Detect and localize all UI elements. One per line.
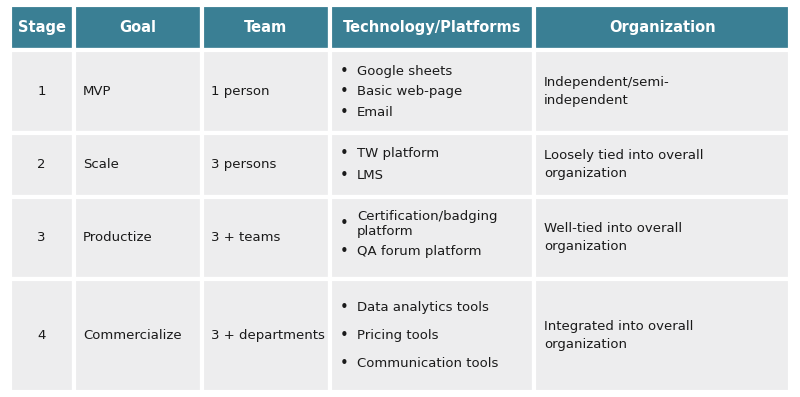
Bar	[74, 50, 202, 133]
Text: 1: 1	[38, 85, 46, 98]
Text: •: •	[339, 328, 348, 343]
Text: Scale: Scale	[83, 158, 119, 171]
Text: 1 person: 1 person	[211, 85, 270, 98]
Bar	[202, 133, 330, 197]
Bar	[10, 279, 74, 392]
Text: •: •	[339, 146, 348, 162]
Text: Goal: Goal	[119, 20, 156, 35]
Text: Communication tools: Communication tools	[357, 357, 498, 370]
Text: Certification/badging
platform: Certification/badging platform	[357, 210, 498, 238]
Text: TW platform: TW platform	[357, 147, 439, 160]
Text: 3 + teams: 3 + teams	[211, 231, 281, 244]
Text: Data analytics tools: Data analytics tools	[357, 301, 489, 314]
Text: Pricing tools: Pricing tools	[357, 329, 438, 342]
Bar	[534, 197, 790, 279]
Text: 3 persons: 3 persons	[211, 158, 277, 171]
Text: •: •	[339, 64, 348, 79]
Bar	[330, 50, 534, 133]
Text: Technology/Platforms: Technology/Platforms	[342, 20, 522, 35]
Bar	[74, 5, 202, 50]
Text: Integrated into overall
organization: Integrated into overall organization	[544, 320, 694, 351]
Text: •: •	[339, 300, 348, 314]
Bar	[202, 50, 330, 133]
Bar	[10, 50, 74, 133]
Text: LMS: LMS	[357, 169, 384, 182]
Bar	[330, 133, 534, 197]
Bar	[534, 133, 790, 197]
Bar	[202, 279, 330, 392]
Text: QA forum platform: QA forum platform	[357, 245, 482, 258]
Text: Organization: Organization	[609, 20, 716, 35]
Text: •: •	[339, 84, 348, 99]
Text: Basic web-page: Basic web-page	[357, 85, 462, 98]
Bar	[534, 5, 790, 50]
Text: Commercialize: Commercialize	[83, 329, 182, 342]
Bar	[330, 279, 534, 392]
Text: •: •	[339, 244, 348, 259]
Text: Stage: Stage	[18, 20, 66, 35]
Text: •: •	[339, 357, 348, 371]
Bar	[74, 133, 202, 197]
Bar	[10, 197, 74, 279]
Text: Productize: Productize	[83, 231, 153, 244]
Text: •: •	[339, 168, 348, 183]
Text: Email: Email	[357, 106, 394, 119]
Text: 4: 4	[38, 329, 46, 342]
Bar	[74, 197, 202, 279]
Text: Loosely tied into overall
organization: Loosely tied into overall organization	[544, 149, 703, 180]
Bar	[534, 279, 790, 392]
Text: Independent/semi-
independent: Independent/semi- independent	[544, 76, 670, 107]
Text: 2: 2	[38, 158, 46, 171]
Text: •: •	[339, 104, 348, 119]
Text: Team: Team	[244, 20, 287, 35]
Text: Well-tied into overall
organization: Well-tied into overall organization	[544, 222, 682, 253]
Text: 3 + departments: 3 + departments	[211, 329, 325, 342]
Text: 3: 3	[38, 231, 46, 244]
Text: MVP: MVP	[83, 85, 112, 98]
Bar	[330, 197, 534, 279]
Text: •: •	[339, 216, 348, 231]
Bar	[202, 5, 330, 50]
Bar	[534, 50, 790, 133]
Text: Google sheets: Google sheets	[357, 65, 452, 77]
Bar	[10, 133, 74, 197]
Bar	[10, 5, 74, 50]
Bar	[202, 197, 330, 279]
Bar	[330, 5, 534, 50]
Bar	[74, 279, 202, 392]
